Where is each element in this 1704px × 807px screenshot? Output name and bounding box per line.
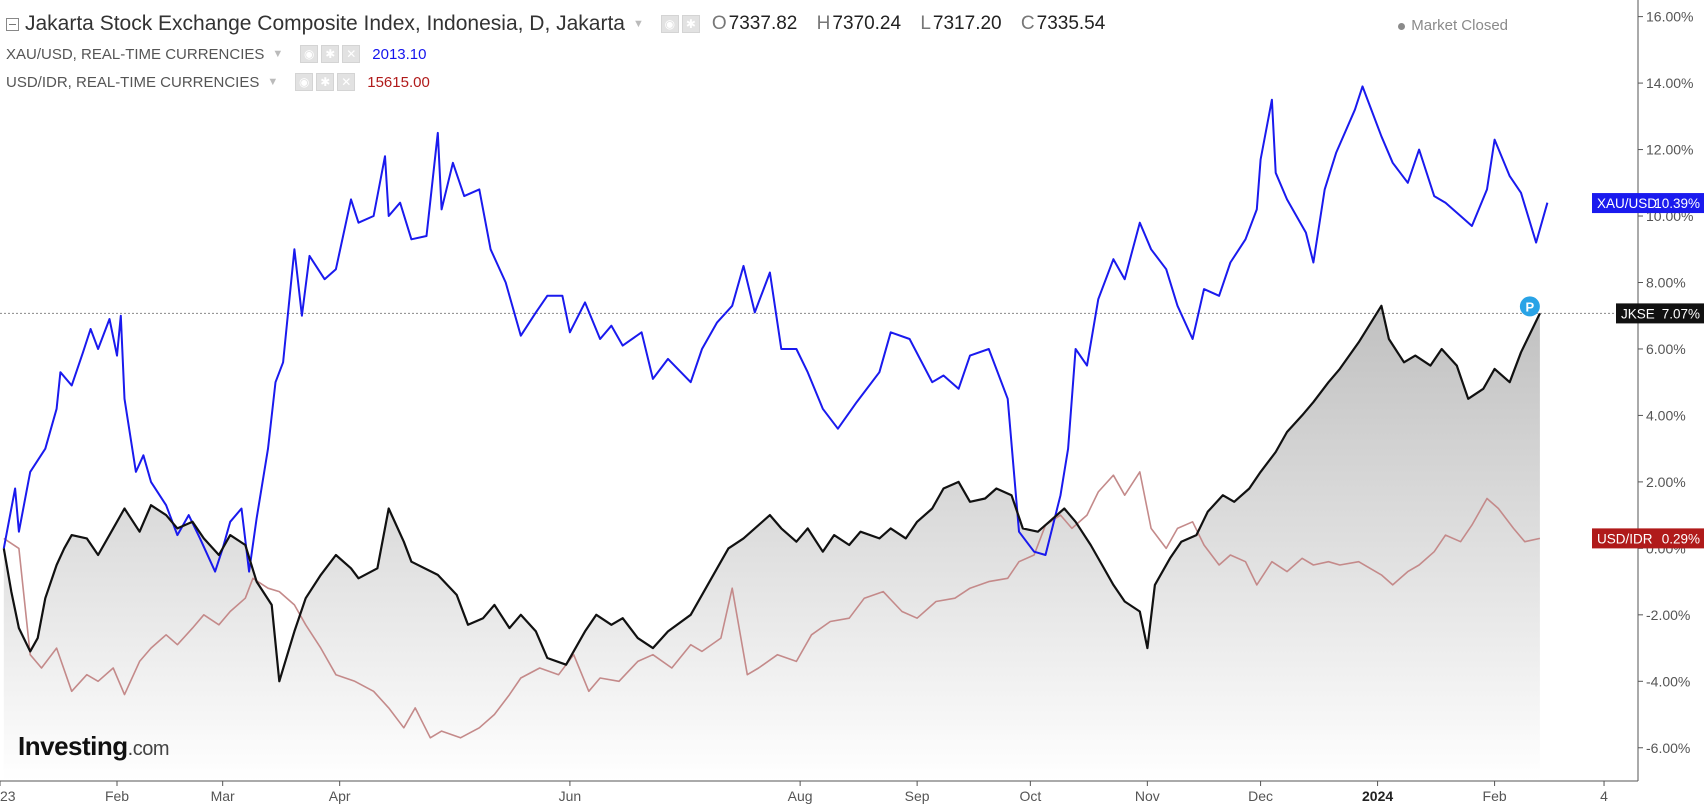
gear-icon[interactable]: ✱: [681, 15, 700, 33]
chevron-down-icon[interactable]: ▼: [633, 18, 644, 30]
xau-series-value: 2013.10: [372, 45, 427, 63]
x-tick-label: Mar: [211, 788, 235, 804]
close-value: 7335.54: [1036, 13, 1106, 34]
x-tick-label: Jun: [559, 788, 582, 804]
y-tick-label: 16.00%: [1646, 9, 1693, 25]
logo-main: Investing: [18, 731, 128, 761]
x-tick-label: Nov: [1135, 788, 1160, 804]
idr-series-label: USD/IDR, REAL-TIME CURRENCIES: [6, 73, 260, 91]
y-tick-label: 2.00%: [1646, 474, 1686, 490]
series-tag-name: JKSE: [1621, 306, 1655, 321]
high-value: 7370.24: [832, 13, 902, 34]
idr-series-value: 15615.00: [367, 73, 430, 91]
low-value: 7317.20: [932, 13, 1002, 34]
idr-series-tools: ◉ ✱ ✕: [292, 73, 356, 91]
y-tick-label: 14.00%: [1646, 75, 1693, 91]
close-icon[interactable]: ✕: [337, 73, 356, 91]
chart-title: Jakarta Stock Exchange Composite Index, …: [25, 12, 625, 35]
collapse-icon[interactable]: [6, 17, 19, 31]
x-tick-label: Feb: [1483, 788, 1507, 804]
jkse-area: [3, 305, 1540, 781]
series-tag-xau-usd: [1592, 193, 1704, 214]
x-tick-label: Aug: [788, 788, 813, 804]
series-tag-usd-idr: [1592, 528, 1704, 549]
p-marker-icon: [1519, 296, 1540, 317]
p-marker-label: P: [1526, 299, 1535, 314]
chevron-down-icon[interactable]: ▼: [272, 48, 284, 60]
y-tick-label: -2.00%: [1646, 607, 1690, 623]
y-tick-label: 12.00%: [1646, 142, 1693, 158]
gear-icon[interactable]: ✱: [321, 45, 340, 63]
close-icon[interactable]: ✕: [342, 45, 361, 63]
x-tick-label: 23: [0, 788, 16, 804]
series-line-jkse: [2, 304, 1541, 683]
y-tick-label: 4.00%: [1646, 407, 1686, 423]
series-tag-jkse: [1616, 303, 1704, 324]
x-tick-label: Apr: [329, 788, 351, 804]
y-tick-label: -6.00%: [1646, 740, 1690, 756]
xau-series-label: XAU/USD, REAL-TIME CURRENCIES: [6, 45, 265, 63]
low-label: L: [920, 13, 931, 34]
series-tag-name: USD/IDR: [1597, 531, 1653, 546]
series-line-layer: [2, 85, 1549, 739]
compare-series-idr: USD/IDR, REAL-TIME CURRENCIES ▼ ◉ ✱ ✕ 15…: [6, 73, 430, 91]
chart-header-main: Jakarta Stock Exchange Composite Index, …: [6, 12, 1105, 36]
gear-icon[interactable]: ✱: [316, 73, 335, 91]
x-tick-label: Sep: [905, 788, 930, 804]
eye-icon[interactable]: ◉: [660, 15, 679, 33]
y-tick-label: 8.00%: [1646, 274, 1686, 290]
x-tick-label: Dec: [1248, 788, 1273, 804]
high-label: H: [816, 13, 831, 34]
open-label: O: [711, 13, 727, 34]
eye-icon[interactable]: ◉: [295, 73, 314, 91]
x-tick-label: Feb: [105, 788, 129, 804]
chevron-down-icon[interactable]: ▼: [267, 76, 279, 88]
x-tick-label: 4: [1600, 788, 1608, 804]
logo-suffix: .com: [127, 738, 170, 760]
ohlc-readout: O 7337.82 H 7370.24 L 7317.20 C 7335.54: [712, 13, 1105, 35]
main-series-tools: ◉ ✱: [658, 15, 700, 33]
y-tick-label: 6.00%: [1646, 341, 1686, 357]
market-status: Market Closed: [1398, 17, 1508, 34]
series-tag-value: 10.39%: [1654, 196, 1700, 211]
compare-series-xau: XAU/USD, REAL-TIME CURRENCIES ▼ ◉ ✱ ✕ 20…: [6, 45, 427, 63]
x-tick-label: 2024: [1362, 788, 1393, 804]
close-label: C: [1020, 13, 1035, 34]
series-tag-value: 0.29%: [1662, 531, 1700, 546]
jkse-area-layer: [3, 305, 1540, 781]
series-tag-value: 7.07%: [1662, 306, 1700, 321]
eye-icon[interactable]: ◉: [300, 45, 319, 63]
investing-logo: Investing.com: [18, 731, 169, 762]
y-tick-label: -4.00%: [1646, 673, 1690, 689]
x-tick-label: Oct: [1019, 788, 1041, 804]
series-line-usd-idr: [3, 471, 1541, 739]
open-value: 7337.82: [728, 13, 798, 34]
series-tag-name: XAU/USD: [1597, 196, 1657, 211]
series-line-xau-usd: [2, 85, 1549, 573]
xau-series-tools: ◉ ✱ ✕: [297, 45, 361, 63]
market-status-text: Market Closed: [1411, 17, 1508, 34]
status-dot-icon: [1398, 22, 1406, 30]
